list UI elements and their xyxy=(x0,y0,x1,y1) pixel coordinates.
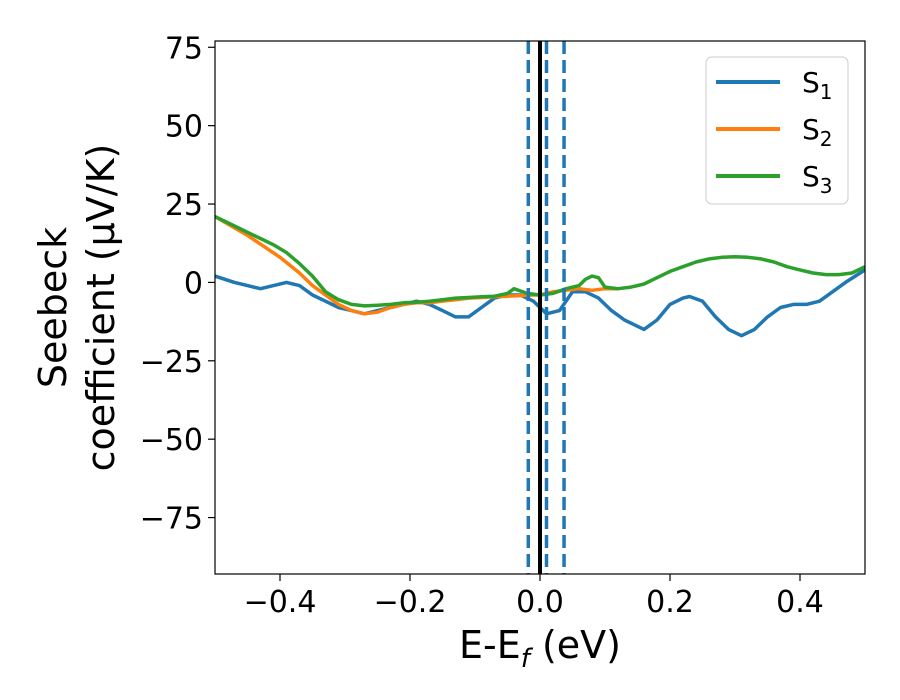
x-tick-label: −0.2 xyxy=(374,585,447,620)
x-tick-label: 0.4 xyxy=(776,585,824,620)
legend: S1 S2 S3 xyxy=(705,56,849,205)
series-line-s2 xyxy=(215,214,620,316)
legend-label-s2: S2 xyxy=(802,113,833,151)
y-tick-label: 25 xyxy=(165,188,203,223)
y-tick-label: −75 xyxy=(140,502,203,537)
x-tick-label: −0.4 xyxy=(244,585,317,620)
x-axis-title: E-Ef (eV) xyxy=(459,623,621,674)
x-tick-label: 0.0 xyxy=(516,585,564,620)
legend-label-s1: S1 xyxy=(802,66,833,104)
y-tick-label: −50 xyxy=(140,423,203,458)
x-axis-title-unit: (eV) xyxy=(530,623,621,667)
series-line-s3 xyxy=(215,214,865,308)
y-axis-title-line1: Seebeck xyxy=(31,227,75,388)
y-tick-label: 50 xyxy=(165,110,203,145)
x-axis-ticks: −0.4 −0.2 0.0 0.2 0.4 xyxy=(244,574,824,620)
plot-lines xyxy=(215,214,865,338)
vertical-reference-lines xyxy=(526,41,566,574)
y-axis-ticks: 75 50 25 0 −25 −50 −75 xyxy=(140,31,215,537)
x-tick-label: 0.2 xyxy=(646,585,694,620)
x-axis-title-main: E-E xyxy=(459,623,521,667)
y-axis-title-line2: coefficient (μV/K) xyxy=(79,144,123,472)
y-tick-label: 75 xyxy=(165,31,203,66)
y-tick-label: −25 xyxy=(140,345,203,380)
series-line-s1 xyxy=(215,268,865,338)
y-tick-label: 0 xyxy=(184,266,203,301)
legend-label-s3: S3 xyxy=(802,160,833,198)
